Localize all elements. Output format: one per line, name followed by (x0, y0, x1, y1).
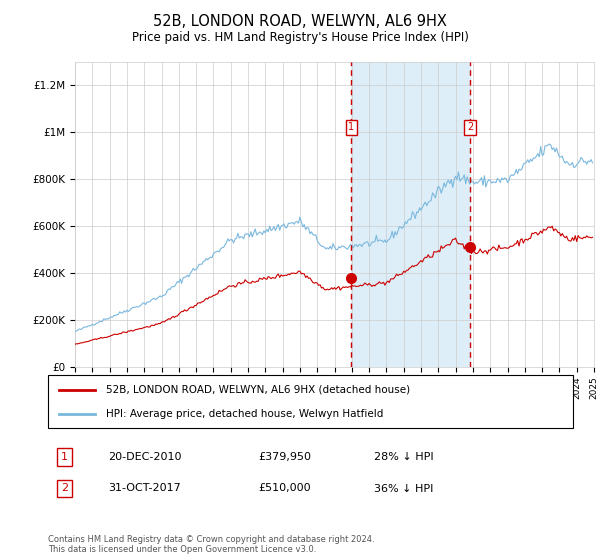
Text: 1: 1 (61, 452, 68, 462)
Text: 28% ↓ HPI: 28% ↓ HPI (373, 452, 433, 462)
Text: 20-DEC-2010: 20-DEC-2010 (109, 452, 182, 462)
Text: 2: 2 (61, 483, 68, 493)
Text: 36% ↓ HPI: 36% ↓ HPI (373, 483, 433, 493)
FancyBboxPatch shape (48, 375, 573, 428)
Bar (351, 62, 470, 367)
Text: 52B, LONDON ROAD, WELWYN, AL6 9HX (detached house): 52B, LONDON ROAD, WELWYN, AL6 9HX (detac… (106, 385, 410, 395)
Text: £379,950: £379,950 (258, 452, 311, 462)
Text: 1: 1 (348, 122, 355, 132)
Text: Price paid vs. HM Land Registry's House Price Index (HPI): Price paid vs. HM Land Registry's House … (131, 31, 469, 44)
Text: 31-OCT-2017: 31-OCT-2017 (109, 483, 181, 493)
Text: £510,000: £510,000 (258, 483, 311, 493)
Text: 52B, LONDON ROAD, WELWYN, AL6 9HX: 52B, LONDON ROAD, WELWYN, AL6 9HX (153, 14, 447, 29)
Text: HPI: Average price, detached house, Welwyn Hatfield: HPI: Average price, detached house, Welw… (106, 409, 383, 419)
Text: 2: 2 (467, 122, 473, 132)
Text: Contains HM Land Registry data © Crown copyright and database right 2024.
This d: Contains HM Land Registry data © Crown c… (48, 535, 374, 554)
